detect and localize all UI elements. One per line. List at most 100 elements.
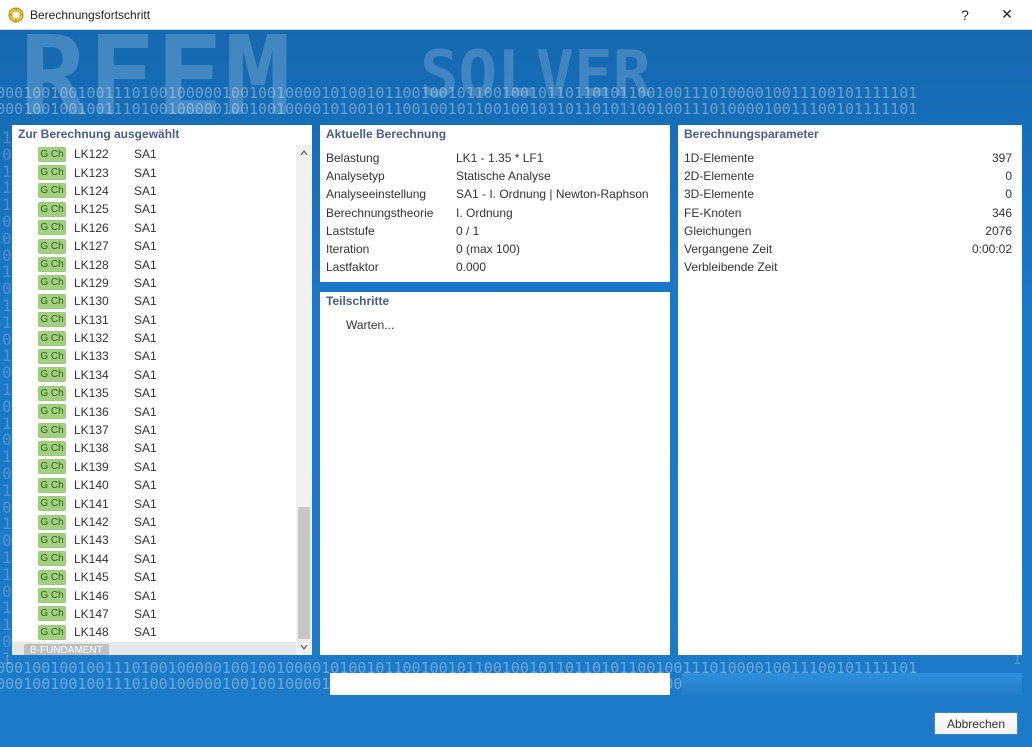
- item-analysis: SA1: [134, 368, 194, 382]
- item-analysis: SA1: [134, 147, 194, 161]
- window-title: Berechnungsfortschritt: [30, 8, 944, 22]
- item-analysis: SA1: [134, 386, 194, 400]
- list-item[interactable]: G ChLK127SA1: [38, 237, 296, 255]
- item-id: LK132: [70, 331, 130, 345]
- list-item[interactable]: G ChLK128SA1: [38, 255, 296, 273]
- item-badge: G Ch: [38, 478, 66, 493]
- list-item[interactable]: G ChLK138SA1: [38, 439, 296, 457]
- list-item[interactable]: G ChLK143SA1: [38, 531, 296, 549]
- item-analysis: SA1: [134, 441, 194, 455]
- list-item[interactable]: G ChLK123SA1: [38, 163, 296, 181]
- kv-key: 3D-Elemente: [684, 187, 814, 201]
- item-id: LK136: [70, 405, 130, 419]
- substeps-text: Warten...: [346, 318, 394, 332]
- item-id: LK144: [70, 552, 130, 566]
- item-analysis: SA1: [134, 533, 194, 547]
- calc-table: BelastungLK1 - 1.35 * LF1AnalysetypStati…: [320, 145, 670, 282]
- kv-value: 0 / 1: [456, 224, 664, 238]
- list-item[interactable]: G ChLK141SA1: [38, 494, 296, 512]
- scroll-up-button[interactable]: [296, 145, 312, 161]
- cancel-button[interactable]: Abbrechen: [934, 712, 1018, 735]
- item-id: LK146: [70, 589, 130, 603]
- kv-row: Laststufe0 / 1: [326, 222, 664, 240]
- item-id: LK141: [70, 497, 130, 511]
- item-id: LK148: [70, 625, 130, 639]
- list-item[interactable]: G ChLK145SA1: [38, 568, 296, 586]
- kv-row: AnalyseeinstellungSA1 - I. Ordnung | New…: [326, 185, 664, 203]
- item-id: LK142: [70, 515, 130, 529]
- item-id: LK145: [70, 570, 130, 584]
- list-item[interactable]: G ChLK132SA1: [38, 329, 296, 347]
- kv-key: Analyseeinstellung: [326, 187, 456, 201]
- item-badge: G Ch: [38, 570, 66, 585]
- list-item[interactable]: G ChLK126SA1: [38, 219, 296, 237]
- item-id: LK139: [70, 460, 130, 474]
- kv-key: Gleichungen: [684, 224, 814, 238]
- list-item[interactable]: G ChLK134SA1: [38, 366, 296, 384]
- kv-key: 2D-Elemente: [684, 169, 814, 183]
- kv-key: Analysetyp: [326, 169, 456, 183]
- item-badge: G Ch: [38, 515, 66, 530]
- list-item[interactable]: G ChLK147SA1: [38, 605, 296, 623]
- kv-key: Iteration: [326, 242, 456, 256]
- kv-key: Vergangene Zeit: [684, 242, 814, 256]
- calc-panel-title: Aktuelle Berechnung: [320, 125, 670, 145]
- load-case-list[interactable]: G ChLK122SA1G ChLK123SA1G ChLK124SA1G Ch…: [12, 145, 296, 655]
- substeps-panel-title: Teilschritte: [320, 292, 670, 312]
- list-item[interactable]: G ChLK131SA1: [38, 311, 296, 329]
- kv-value: 0: [814, 187, 1016, 201]
- list-item[interactable]: G ChLK130SA1: [38, 292, 296, 310]
- item-badge: G Ch: [38, 275, 66, 290]
- item-badge: G Ch: [38, 165, 66, 180]
- item-id: LK123: [70, 166, 130, 180]
- kv-key: Belastung: [326, 151, 456, 165]
- list-item[interactable]: G ChLK135SA1: [38, 384, 296, 402]
- item-badge: G Ch: [38, 386, 66, 401]
- kv-row: Vergangene Zeit0:00:02: [684, 240, 1016, 258]
- list-item[interactable]: G ChLK139SA1: [38, 458, 296, 476]
- item-badge: G Ch: [38, 551, 66, 566]
- item-analysis: SA1: [134, 221, 194, 235]
- close-button[interactable]: ✕: [986, 1, 1028, 29]
- list-item[interactable]: G ChLK133SA1: [38, 347, 296, 365]
- item-id: LK138: [70, 441, 130, 455]
- item-analysis: SA1: [134, 313, 194, 327]
- item-id: LK126: [70, 221, 130, 235]
- kv-key: Lastfaktor: [326, 260, 456, 274]
- list-item[interactable]: G ChLK148SA1: [38, 623, 296, 641]
- item-id: LK127: [70, 239, 130, 253]
- kv-value: 0: [814, 169, 1016, 183]
- scroll-thumb[interactable]: [298, 507, 310, 647]
- list-item[interactable]: G ChLK125SA1: [38, 200, 296, 218]
- item-badge: G Ch: [38, 294, 66, 309]
- kv-value: I. Ordnung: [456, 206, 664, 220]
- list-item[interactable]: G ChLK140SA1: [38, 476, 296, 494]
- list-item[interactable]: G ChLK129SA1: [38, 274, 296, 292]
- list-item[interactable]: G ChLK124SA1: [38, 182, 296, 200]
- item-analysis: SA1: [134, 405, 194, 419]
- list-item[interactable]: G ChLK144SA1: [38, 550, 296, 568]
- params-table: 1D-Elemente3972D-Elemente03D-Elemente0FE…: [678, 145, 1022, 282]
- kv-row: BelastungLK1 - 1.35 * LF1: [326, 149, 664, 167]
- item-analysis: SA1: [134, 258, 194, 272]
- kv-row: Iteration0 (max 100): [326, 240, 664, 258]
- kv-row: BerechnungstheorieI. Ordnung: [326, 204, 664, 222]
- list-scrollbar[interactable]: [296, 145, 312, 655]
- item-id: LK122: [70, 147, 130, 161]
- item-id: LK143: [70, 533, 130, 547]
- list-item[interactable]: G ChLK122SA1: [38, 145, 296, 163]
- list-item[interactable]: G ChLK146SA1: [38, 586, 296, 604]
- kv-row: Verbleibende Zeit: [684, 258, 1016, 276]
- list-item[interactable]: G ChLK137SA1: [38, 421, 296, 439]
- item-badge: G Ch: [38, 625, 66, 640]
- item-id: LK137: [70, 423, 130, 437]
- footer-tag: B-FUNDAMENT: [24, 644, 109, 655]
- item-badge: G Ch: [38, 257, 66, 272]
- scroll-down-button[interactable]: [296, 639, 312, 655]
- help-button[interactable]: ?: [944, 1, 986, 29]
- list-item[interactable]: G ChLK142SA1: [38, 513, 296, 531]
- item-badge: G Ch: [38, 183, 66, 198]
- item-id: LK147: [70, 607, 130, 621]
- list-item[interactable]: G ChLK136SA1: [38, 402, 296, 420]
- item-analysis: SA1: [134, 239, 194, 253]
